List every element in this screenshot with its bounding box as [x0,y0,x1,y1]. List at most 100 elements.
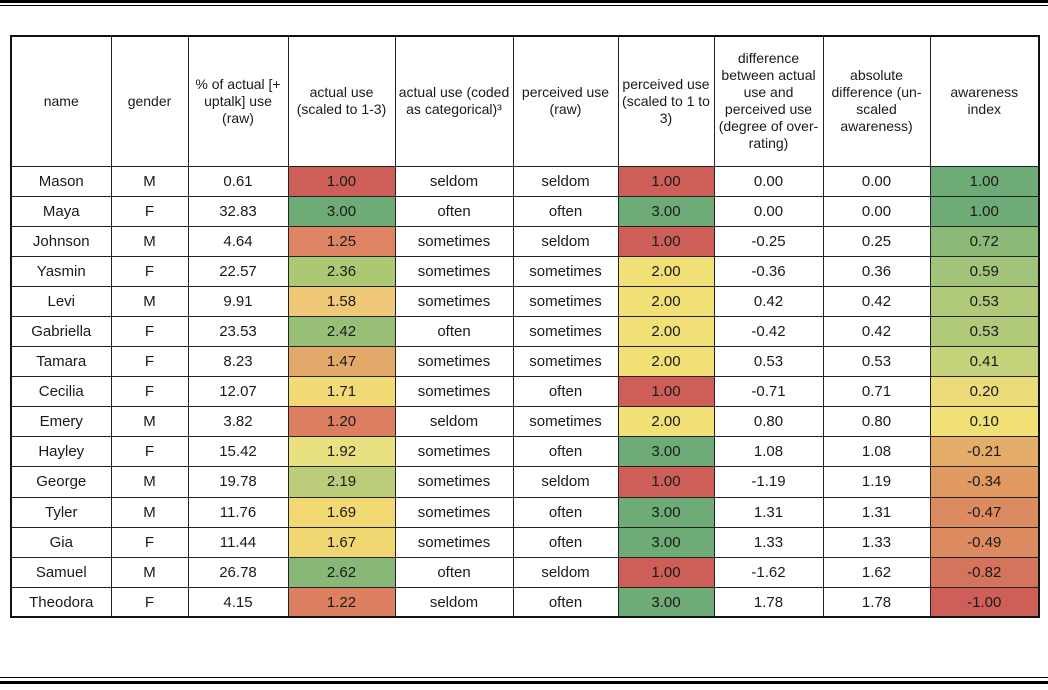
col-header-awareness-index: awareness index [929,35,1040,167]
cell-actual-scaled: 2.36 [287,255,396,287]
cell-gender: M [110,225,189,257]
cell-awareness: 1.00 [929,165,1040,197]
col-header-actual-scaled: actual use (scaled to 1-3) [287,35,396,167]
cell-difference: 0.00 [713,165,824,197]
cell-name: Hayley [10,436,112,468]
cell-gender: M [110,556,189,588]
cell-actual-scaled: 2.19 [287,466,396,498]
col-header-difference: difference between actual use and percei… [713,35,824,167]
cell-abs-difference: 1.33 [822,526,931,558]
cell-actual-scaled: 1.71 [287,376,396,408]
cell-actual-scaled: 1.58 [287,285,396,317]
cell-awareness: -0.21 [929,436,1040,468]
cell-gender: M [110,285,189,317]
cell-difference: 1.08 [713,436,824,468]
cell-perceived-raw: seldom [512,466,619,498]
cell-abs-difference: 0.00 [822,165,931,197]
cell-actual-categorical: seldom [394,165,514,197]
bottom-rule-thin [0,677,1048,678]
cell-perceived-raw: often [512,586,619,618]
cell-perceived-raw: often [512,376,619,408]
cell-abs-difference: 0.80 [822,406,931,438]
cell-perceived-raw: seldom [512,556,619,588]
cell-perceived-scaled: 3.00 [617,195,715,227]
table-row: Mason M 0.61 1.00 seldom seldom 1.00 0.00 0.00 1.… [10,165,1040,197]
cell-raw-use: 3.82 [187,406,289,438]
cell-gender: F [110,315,189,348]
cell-raw-use: 4.64 [187,225,289,257]
col-header-gender: gender [110,35,189,167]
cell-actual-scaled: 1.22 [287,586,396,618]
cell-difference: -1.62 [713,556,824,588]
col-header-actual-categorical: actual use (coded as categorical)³ [394,35,514,167]
cell-gender: M [110,496,189,528]
cell-actual-categorical: sometimes [394,255,514,287]
top-rule-thick [0,0,1048,3]
cell-difference: 0.53 [713,346,824,378]
cell-awareness: -0.49 [929,526,1040,558]
cell-raw-use: 26.78 [187,556,289,588]
table-row: Samuel M 26.78 2.62 often seldom 1.00 -1.62 1.62… [10,556,1040,588]
cell-name: George [10,466,112,498]
cell-name: Maya [10,195,112,227]
cell-actual-categorical: sometimes [394,466,514,498]
cell-name: Tamara [10,346,112,378]
cell-perceived-raw: often [512,496,619,528]
cell-gender: M [110,466,189,498]
cell-difference: 1.33 [713,526,824,558]
cell-raw-use: 12.07 [187,376,289,408]
table-row: Emery M 3.82 1.20 seldom sometimes 2.00 0.80 0.8… [10,406,1040,438]
cell-abs-difference: 1.31 [822,496,931,528]
cell-perceived-scaled: 1.00 [617,165,715,197]
cell-difference: -1.19 [713,466,824,498]
cell-perceived-raw: sometimes [512,406,619,438]
cell-actual-categorical: sometimes [394,526,514,558]
cell-perceived-raw: often [512,195,619,227]
table-row: Tamara F 8.23 1.47 sometimes sometimes 2.00 0.5… [10,346,1040,378]
cell-perceived-raw: sometimes [512,285,619,317]
col-header-raw-use: % of actual [+ uptalk] use (raw) [187,35,289,167]
cell-perceived-raw: sometimes [512,346,619,378]
cell-difference: 1.78 [713,586,824,618]
cell-perceived-raw: often [512,526,619,558]
cell-name: Mason [10,165,112,197]
cell-difference: 0.00 [713,195,824,227]
cell-raw-use: 22.57 [187,255,289,287]
cell-raw-use: 11.44 [187,526,289,558]
cell-actual-scaled: 1.92 [287,436,396,468]
cell-perceived-scaled: 1.00 [617,376,715,408]
cell-awareness: -0.47 [929,496,1040,528]
cell-raw-use: 9.91 [187,285,289,317]
cell-abs-difference: 1.62 [822,556,931,588]
table-row: Cecilia F 12.07 1.71 sometimes often 1.00 -0.71… [10,376,1040,408]
cell-raw-use: 15.42 [187,436,289,468]
cell-perceived-scaled: 1.00 [617,556,715,588]
table-row: Tyler M 11.76 1.69 sometimes often 3.00 1.31 1.3… [10,496,1040,528]
cell-difference: -0.71 [713,376,824,408]
table-body: Mason M 0.61 1.00 seldom seldom 1.00 0.00 0.00 1.… [10,165,1040,618]
cell-gender: F [110,586,189,618]
cell-abs-difference: 0.36 [822,255,931,287]
cell-raw-use: 4.15 [187,586,289,618]
cell-awareness: 0.53 [929,315,1040,348]
cell-actual-categorical: sometimes [394,225,514,257]
cell-perceived-scaled: 1.00 [617,466,715,498]
cell-awareness: 0.72 [929,225,1040,257]
cell-perceived-raw: seldom [512,165,619,197]
col-header-abs-difference: absolute difference (un-scaled awareness… [822,35,931,167]
cell-actual-categorical: sometimes [394,436,514,468]
cell-difference: 0.80 [713,406,824,438]
table-row: Maya F 32.83 3.00 often often 3.00 0.00 0.00 1.00 [10,195,1040,227]
cell-abs-difference: 0.71 [822,376,931,408]
cell-awareness: 0.20 [929,376,1040,408]
bottom-rule-thick [0,681,1048,684]
cell-awareness: -0.34 [929,466,1040,498]
cell-perceived-raw: seldom [512,225,619,257]
cell-abs-difference: 0.42 [822,285,931,317]
cell-actual-scaled: 1.00 [287,165,396,197]
cell-actual-categorical: sometimes [394,346,514,378]
cell-raw-use: 23.53 [187,315,289,348]
table-row: Hayley F 15.42 1.92 sometimes often 3.00 1.08 1.… [10,436,1040,468]
cell-raw-use: 32.83 [187,195,289,227]
header-row: name gender % of actual [+ uptalk] use (… [10,35,1040,167]
